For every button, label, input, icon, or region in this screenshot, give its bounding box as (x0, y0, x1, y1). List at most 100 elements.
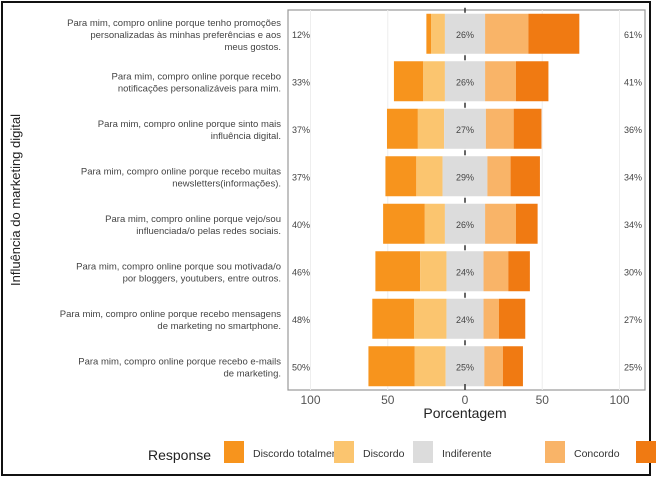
bar-segment (485, 108, 514, 149)
legend-title: Response (148, 447, 211, 463)
legend-swatch (334, 441, 354, 463)
bar-segment (417, 108, 445, 149)
right-percent-label: 41% (624, 77, 642, 87)
y-axis-title: Influência do marketing digital (8, 114, 23, 286)
x-tick-label: 100 (609, 393, 629, 407)
bar-segment (498, 298, 526, 339)
category-label: meus gostos. (225, 42, 282, 53)
category-label: Para mim, compro online porque recebo e-… (78, 356, 281, 367)
legend-swatch (545, 441, 565, 463)
x-tick-label: 50 (536, 393, 550, 407)
bar-segment (485, 13, 529, 54)
legend-swatch (224, 441, 244, 463)
x-tick-label: 100 (300, 393, 320, 407)
category-label: notificações personalizáveis para mim. (118, 83, 281, 94)
x-tick-label: 0 (462, 393, 469, 407)
category-label: influenciada/o pelas redes sociais. (136, 226, 281, 237)
category-label: Para mim, compro online porque sou motiv… (76, 261, 281, 272)
legend-swatch (636, 441, 656, 463)
bar-segment (444, 61, 486, 102)
left-percent-label: 48% (292, 315, 310, 325)
right-percent-label: 27% (624, 315, 642, 325)
center-percent-label: 24% (456, 315, 474, 325)
category-label: Para mim, compro online porque recebo me… (60, 309, 282, 320)
category-label: Para mim, compro online porque sinto mai… (98, 119, 281, 130)
legend-label: Indiferente (442, 448, 492, 460)
bar-segment (446, 251, 484, 292)
category-label: Para mim, compro online porque recebo mu… (81, 166, 281, 177)
bar-segment (416, 156, 443, 197)
bar-segment (431, 13, 445, 54)
left-percent-label: 37% (292, 125, 310, 135)
bar-segment (414, 346, 446, 387)
right-percent-label: 61% (624, 30, 642, 40)
right-percent-label: 34% (624, 220, 642, 230)
bar-segment (393, 61, 424, 102)
bar-segment (444, 108, 486, 149)
bar-segment (444, 13, 486, 54)
category-label: de marketing. (223, 368, 281, 379)
bar-segment (372, 298, 415, 339)
right-percent-label: 30% (624, 267, 642, 277)
bar-segment (383, 203, 425, 244)
bar-segment (515, 203, 538, 244)
bar-segment (484, 346, 503, 387)
left-percent-label: 50% (292, 362, 310, 372)
left-percent-label: 33% (292, 77, 310, 87)
center-percent-label: 29% (456, 172, 474, 182)
right-percent-label: 25% (624, 362, 642, 372)
category-label: newsletters(informações). (172, 178, 281, 189)
category-label: Para mim, compro online porque recebo (111, 71, 281, 82)
left-percent-label: 40% (292, 220, 310, 230)
figure-frame (1, 1, 651, 476)
legend-swatch (413, 441, 433, 463)
center-percent-label: 25% (456, 362, 474, 372)
center-percent-label: 24% (456, 267, 474, 277)
legend-label: Discordo totalmente (253, 448, 347, 460)
bar-segment (420, 251, 447, 292)
category-label: por bloggers, youtubers, entre outros. (123, 273, 281, 284)
bar-segment (375, 251, 421, 292)
category-label: de marketing no smartphone. (157, 321, 281, 332)
bar-segment (513, 108, 542, 149)
left-percent-label: 12% (292, 30, 310, 40)
category-label: influência digital. (211, 131, 281, 142)
bar-segment (385, 156, 417, 197)
bar-segment (485, 61, 516, 102)
bar-segment (502, 346, 523, 387)
center-percent-label: 26% (456, 77, 474, 87)
bar-segment (446, 298, 484, 339)
bar-segment (515, 61, 549, 102)
x-tick-label: 50 (381, 393, 395, 407)
x-axis-title: Porcentagem (423, 405, 506, 421)
bar-segment (483, 251, 509, 292)
category-label: Para mim, compro online porque tenho pro… (67, 18, 281, 29)
center-percent-label: 26% (456, 220, 474, 230)
bar-segment (485, 203, 516, 244)
bar-segment (386, 108, 418, 149)
bar-segment (423, 61, 445, 102)
bar-segment (528, 13, 580, 54)
bar-segment (510, 156, 540, 197)
bar-segment (424, 203, 445, 244)
right-percent-label: 36% (624, 125, 642, 135)
bar-segment (508, 251, 530, 292)
legend-label: Concordo (574, 448, 620, 460)
bar-segment (442, 156, 488, 197)
bar-segment (445, 346, 485, 387)
bar-segment (487, 156, 511, 197)
left-percent-label: 37% (292, 172, 310, 182)
right-percent-label: 34% (624, 172, 642, 182)
center-percent-label: 26% (456, 30, 474, 40)
left-percent-label: 46% (292, 267, 310, 277)
bar-segment (426, 13, 432, 54)
bar-segment (368, 346, 415, 387)
bar-segment (483, 298, 499, 339)
category-label: personalizadas às minhas preferências e … (90, 30, 281, 41)
category-label: Para mim, compro online porque vejo/sou (105, 214, 281, 225)
bar-segment (444, 203, 486, 244)
center-percent-label: 27% (456, 125, 474, 135)
legend-label: Discordo (363, 448, 405, 460)
bar-segment (414, 298, 447, 339)
